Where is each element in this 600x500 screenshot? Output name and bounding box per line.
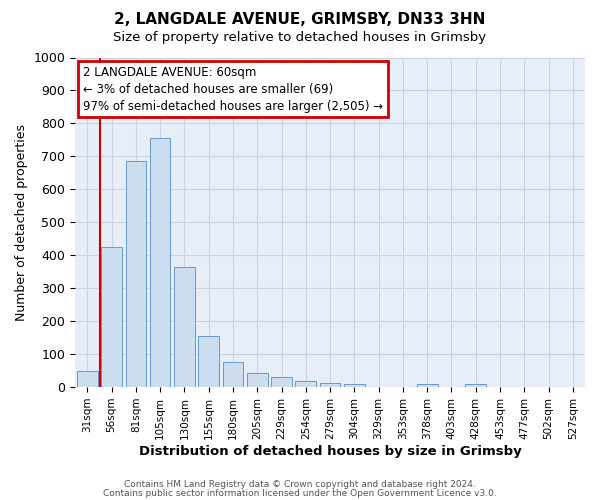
Bar (101, 247, 122, 387)
Bar (174, 268, 195, 387)
Y-axis label: Number of detached properties: Number of detached properties (15, 124, 28, 321)
Text: Size of property relative to detached houses in Grimsby: Size of property relative to detached ho… (113, 31, 487, 44)
Bar (125, 162, 146, 387)
Bar (271, 377, 292, 387)
Bar (77, 370, 98, 387)
Text: Contains HM Land Registry data © Crown copyright and database right 2024.: Contains HM Land Registry data © Crown c… (124, 480, 476, 489)
Bar (417, 384, 437, 387)
Bar (320, 383, 340, 387)
Bar (295, 381, 316, 387)
Bar (344, 384, 365, 387)
Bar (223, 362, 243, 387)
Text: Contains public sector information licensed under the Open Government Licence v3: Contains public sector information licen… (103, 489, 497, 498)
Bar (466, 384, 486, 387)
Bar (247, 374, 268, 387)
Bar (150, 138, 170, 387)
Text: 2 LANGDALE AVENUE: 60sqm
← 3% of detached houses are smaller (69)
97% of semi-de: 2 LANGDALE AVENUE: 60sqm ← 3% of detache… (83, 66, 383, 112)
Bar (199, 336, 219, 387)
Text: 2, LANGDALE AVENUE, GRIMSBY, DN33 3HN: 2, LANGDALE AVENUE, GRIMSBY, DN33 3HN (115, 12, 485, 28)
X-axis label: Distribution of detached houses by size in Grimsby: Distribution of detached houses by size … (139, 444, 521, 458)
